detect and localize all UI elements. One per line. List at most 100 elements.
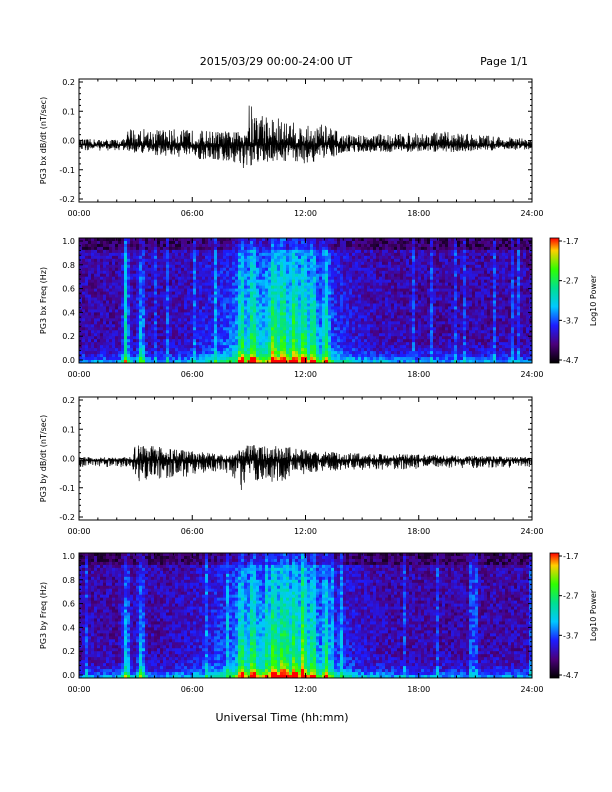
spectrogram-cell xyxy=(337,267,341,272)
spectrogram-cell xyxy=(115,240,119,245)
spectrogram-cell xyxy=(148,240,152,245)
spectrogram-cell xyxy=(202,291,206,295)
spectrogram-cell xyxy=(298,327,302,331)
spectrogram-cell xyxy=(310,246,314,251)
spectrogram-cell xyxy=(292,270,296,275)
spectrogram-cell xyxy=(232,324,236,328)
spectrogram-cell xyxy=(85,351,89,355)
spectrogram-cell xyxy=(232,354,236,358)
spectrogram-cell xyxy=(145,345,149,349)
spectrogram-cell xyxy=(412,330,416,334)
spectrogram-cell xyxy=(358,240,362,245)
spectrogram-cell xyxy=(274,354,278,358)
spectrogram-cell xyxy=(184,321,188,325)
spectrogram-cell xyxy=(94,348,98,352)
spectrogram-cell xyxy=(388,357,392,361)
spectrogram-cell xyxy=(391,243,395,248)
spectrogram-cell xyxy=(349,261,353,266)
spectrogram-cell xyxy=(259,291,263,295)
spectrogram-cell xyxy=(295,243,299,248)
spectrogram-cell xyxy=(145,339,149,343)
spectrogram-cell xyxy=(304,297,308,301)
spectrogram-cell xyxy=(256,291,260,295)
spectrogram-cell xyxy=(259,357,263,361)
spectrogram-cell xyxy=(181,321,185,325)
spectrogram-cell xyxy=(322,288,326,292)
spectrogram-cell xyxy=(181,273,185,278)
spectrogram-cell xyxy=(130,285,134,289)
spectrogram-cell xyxy=(256,246,260,251)
spectrogram-cell xyxy=(217,360,221,364)
spectrogram-cell xyxy=(175,333,179,337)
spectrogram-cell xyxy=(235,303,239,307)
spectrogram-cell xyxy=(391,324,395,328)
spectrogram-cell xyxy=(301,261,305,266)
spectrogram-cell xyxy=(304,273,308,278)
spectrogram-cell xyxy=(154,276,158,281)
spectrogram-cell xyxy=(82,309,86,313)
spectrogram-cell xyxy=(280,252,284,257)
spectrogram-cell xyxy=(304,276,308,281)
spectrogram-cell xyxy=(247,330,251,334)
spectrogram-cell xyxy=(343,294,347,298)
spectrogram-cell xyxy=(175,345,179,349)
spectrogram-cell xyxy=(127,309,131,313)
spectrogram-cell xyxy=(157,351,161,355)
spectrogram-cell xyxy=(382,267,386,272)
spectrogram-cell xyxy=(403,240,407,245)
spectrogram-cell xyxy=(94,249,98,254)
spectrogram-cell xyxy=(226,303,230,307)
spectrogram-cell xyxy=(154,345,158,349)
spectrogram-cell xyxy=(163,351,167,355)
spectrogram-cell xyxy=(124,238,128,242)
spectrogram-cell xyxy=(373,273,377,278)
spectrogram-cell xyxy=(238,357,242,361)
spectrogram-cell xyxy=(319,276,323,281)
spectrogram-cell xyxy=(304,348,308,352)
spectrogram-cell xyxy=(154,318,158,322)
spectrogram-cell xyxy=(175,306,179,310)
y-tick-label: -0.2 xyxy=(59,195,75,204)
spectrogram-cell xyxy=(388,342,392,346)
spectrogram-cell xyxy=(346,291,350,295)
spectrogram-cell xyxy=(97,291,101,295)
spectrogram-cell xyxy=(277,357,281,361)
spectrogram-cell xyxy=(202,297,206,301)
spectrogram-cell xyxy=(205,327,209,331)
spectrogram-cell xyxy=(334,348,338,352)
spectrogram-cell xyxy=(295,294,299,298)
spectrogram-cell xyxy=(139,255,143,260)
spectrogram-cell xyxy=(127,246,131,251)
spectrogram-cell xyxy=(265,255,269,260)
spectrogram-cell xyxy=(364,291,368,295)
spectrogram-cell xyxy=(154,297,158,301)
spectrogram-cell xyxy=(400,258,404,263)
spectrogram-cell xyxy=(406,288,410,292)
spectrogram-cell xyxy=(250,315,254,319)
spectrogram-cell xyxy=(91,318,95,322)
spectrogram-cell xyxy=(268,300,272,304)
spectrogram-cell xyxy=(424,270,428,275)
spectrogram-cell xyxy=(379,297,383,301)
spectrogram-cell xyxy=(169,330,173,334)
spectrogram-cell xyxy=(328,294,332,298)
spectrogram-cell xyxy=(241,312,245,316)
spectrogram-cell xyxy=(274,300,278,304)
spectrogram-cell xyxy=(331,240,335,245)
spectrogram-cell xyxy=(328,243,332,248)
spectrogram-cell xyxy=(394,240,398,245)
spectrogram-cell xyxy=(262,300,266,304)
spectrogram-cell xyxy=(364,246,368,251)
spectrogram-cell xyxy=(82,360,86,364)
spectrogram-cell xyxy=(319,288,323,292)
spectrogram-cell xyxy=(346,303,350,307)
spectrogram-cell xyxy=(220,246,224,251)
spectrogram-cell xyxy=(229,354,233,358)
spectrogram-cell xyxy=(187,312,191,316)
spectrogram-cell xyxy=(409,249,413,254)
spectrogram-cell xyxy=(343,351,347,355)
spectrogram-cell xyxy=(376,309,380,313)
spectrogram-cell xyxy=(265,249,269,254)
spectrogram-cell xyxy=(307,345,311,349)
spectrogram-cell xyxy=(409,357,413,361)
